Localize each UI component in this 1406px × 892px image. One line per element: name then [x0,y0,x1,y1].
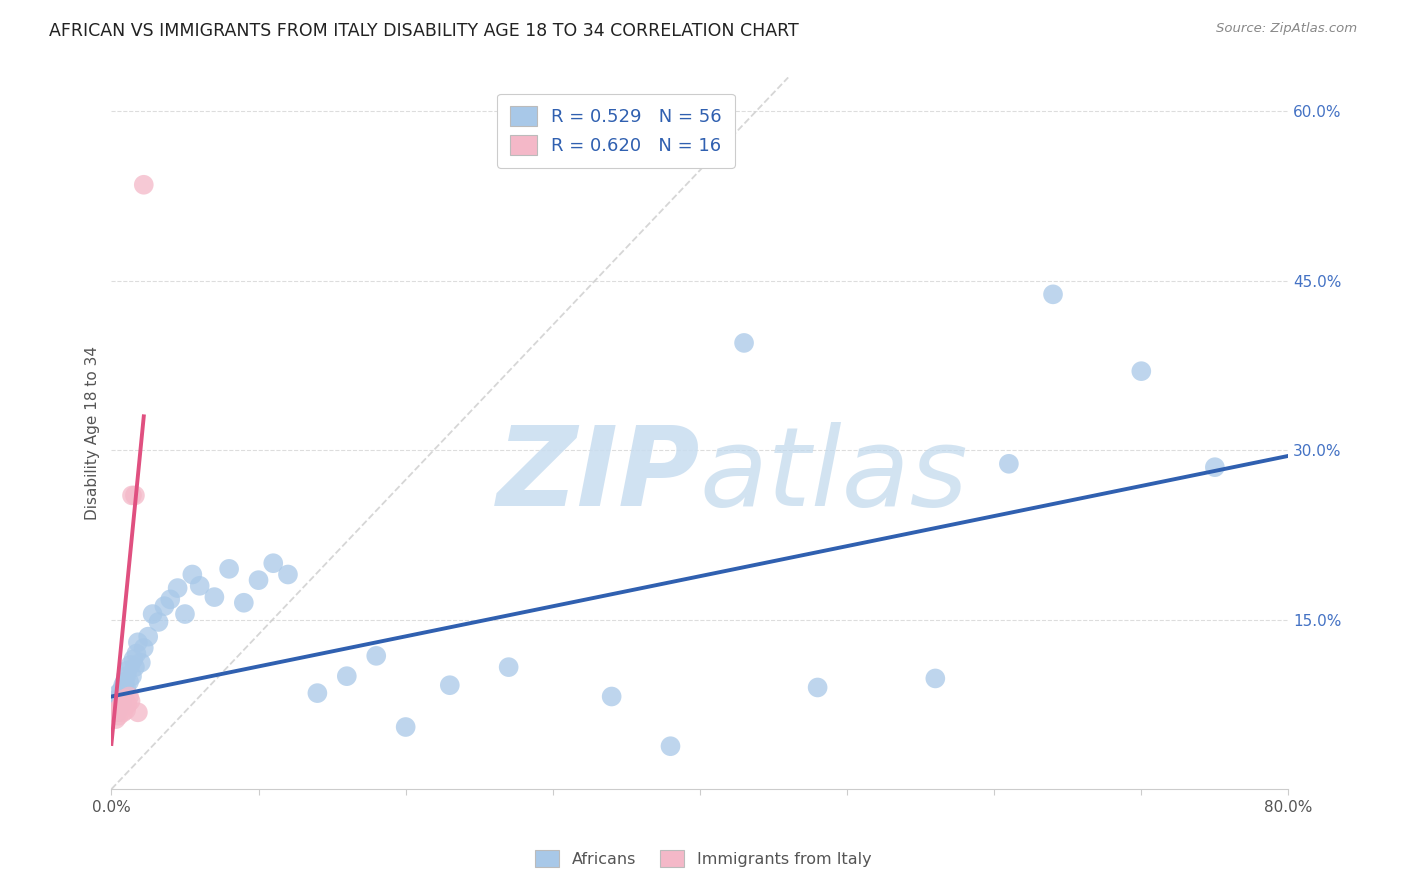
Point [262,556,284,570]
Point [924,672,946,686]
Point [107,701,129,715]
Point [118,674,141,689]
Point [600,690,623,704]
Point [107,686,129,700]
Point [129,656,152,670]
Point [733,335,755,350]
Point [104,698,127,712]
Point [117,664,139,678]
Point [104,712,127,726]
Point [112,706,135,720]
Text: Source: ZipAtlas.com: Source: ZipAtlas.com [1216,22,1357,36]
Point [232,596,254,610]
Point [105,703,128,717]
Point [136,630,159,644]
Point [439,678,461,692]
Point [112,689,135,703]
Point [188,579,211,593]
Point [120,694,142,708]
Point [166,581,188,595]
Point [132,178,155,192]
Point [125,647,148,661]
Point [153,599,176,614]
Legend: R = 0.529   N = 56, R = 0.620   N = 16: R = 0.529 N = 56, R = 0.620 N = 16 [498,94,734,168]
Point [1042,287,1064,301]
Point [366,648,388,663]
Point [277,567,299,582]
Point [202,590,225,604]
Point [115,669,138,683]
Point [127,635,149,649]
Point [395,720,418,734]
Point [105,706,128,720]
Point [181,567,204,582]
Point [148,615,170,629]
Point [142,607,165,621]
Legend: Africans, Immigrants from Italy: Africans, Immigrants from Italy [529,843,877,873]
Point [110,694,132,708]
Point [111,682,134,697]
Point [124,488,146,502]
Point [498,660,520,674]
Point [111,696,134,710]
Point [247,573,270,587]
Point [127,706,149,720]
Point [110,690,132,704]
Point [1204,460,1226,475]
Point [307,686,329,700]
Y-axis label: Disability Age 18 to 34: Disability Age 18 to 34 [86,346,100,520]
Point [121,669,143,683]
Point [124,660,146,674]
Point [107,708,129,723]
Point [117,698,139,712]
Point [112,678,135,692]
Point [132,640,155,655]
Point [121,488,143,502]
Point [174,607,197,621]
Text: AFRICAN VS IMMIGRANTS FROM ITALY DISABILITY AGE 18 TO 34 CORRELATION CHART: AFRICAN VS IMMIGRANTS FROM ITALY DISABIL… [49,22,799,40]
Point [103,706,125,720]
Text: atlas: atlas [700,423,969,530]
Point [114,682,136,697]
Point [103,703,125,717]
Point [111,698,134,712]
Point [998,457,1021,471]
Point [114,674,136,689]
Point [120,657,142,672]
Point [118,690,141,704]
Text: ZIP: ZIP [496,423,700,530]
Point [218,562,240,576]
Point [659,739,682,754]
Point [115,681,138,695]
Point [807,681,830,695]
Point [1130,364,1153,378]
Point [159,592,181,607]
Point [115,703,138,717]
Point [114,691,136,706]
Point [122,652,145,666]
Point [105,691,128,706]
Point [110,701,132,715]
Point [336,669,359,683]
